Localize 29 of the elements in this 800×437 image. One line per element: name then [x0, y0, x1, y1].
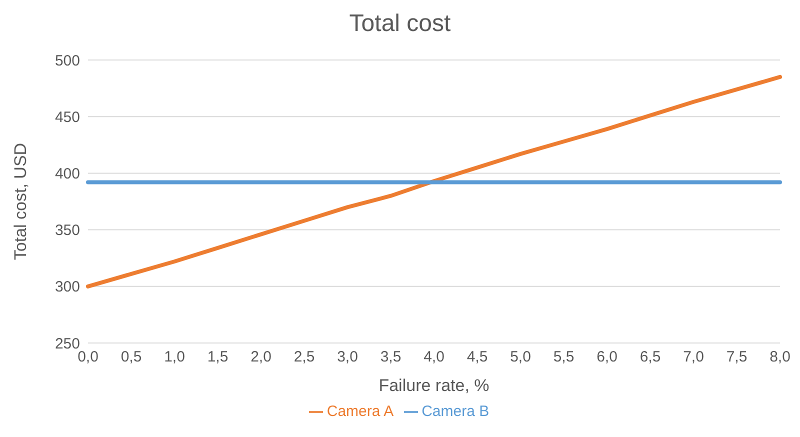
x-tick-label: 2,0	[250, 348, 272, 366]
x-tick-label: 3,5	[380, 348, 402, 366]
x-tick-label: 7,5	[726, 348, 748, 366]
line-series	[86, 74, 782, 288]
x-tick-label: 8,0	[770, 348, 790, 366]
x-tick-label: 4,5	[466, 348, 488, 366]
x-tick-label: 5,5	[553, 348, 574, 366]
x-tick-label: 4,0	[424, 348, 444, 366]
x-tick-label: 5,0	[510, 348, 531, 366]
y-tick-label: 500	[54, 52, 80, 70]
x-tick-label: 6,5	[640, 348, 661, 366]
y-tick-label: 300	[54, 278, 80, 296]
x-tick-label: 7,0	[683, 348, 704, 366]
x-tick-label: 3,0	[337, 348, 358, 366]
y-tick-label: 250	[54, 335, 80, 352]
y-axis-title: Total cost, USD	[11, 142, 30, 260]
x-tick-label: 1,5	[207, 348, 228, 366]
legend-label: Camera A	[326, 403, 394, 420]
x-tick-label: 6,0	[596, 348, 618, 366]
y-tick-label: 400	[54, 166, 80, 183]
x-tick-label: 1,0	[164, 348, 185, 366]
x-axis-title: Failure rate, %	[378, 376, 490, 395]
y-tick-label: 350	[54, 222, 80, 240]
chart-title: Total cost	[348, 9, 452, 39]
x-tick-label: 0,5	[120, 348, 142, 366]
legend-label: Camera B	[422, 403, 490, 420]
x-tick-label: 0,0	[78, 348, 98, 366]
y-tick-label: 450	[54, 108, 80, 126]
x-tick-label: 2,5	[294, 348, 315, 366]
